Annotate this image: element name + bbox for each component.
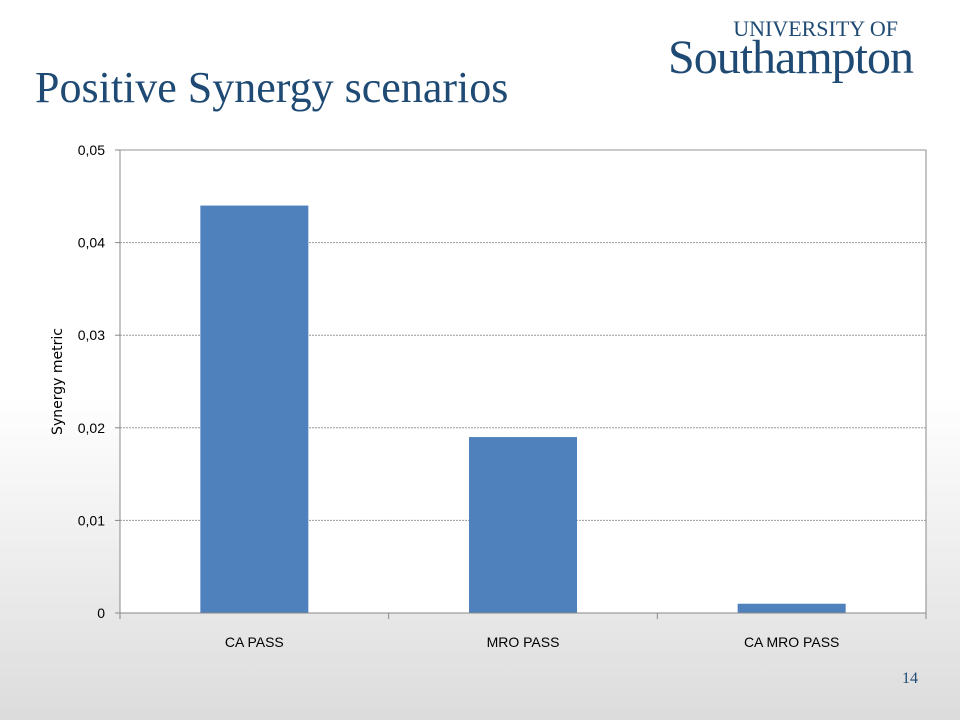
y-tick-label: 0,01 (78, 512, 105, 528)
x-tick-label: CA MRO PASS (744, 634, 839, 650)
bar (200, 205, 309, 613)
x-tick-label: MRO PASS (487, 634, 560, 650)
university-logo: UNIVERSITY OF Southampton (668, 16, 928, 86)
y-tick-label: 0,04 (78, 235, 105, 251)
slide-title: Positive Synergy scenarios (35, 63, 509, 112)
y-tick-label: 0,05 (78, 142, 105, 158)
y-tick-label: 0,02 (78, 420, 105, 436)
x-tick-label: CA PASS (225, 634, 284, 650)
page-number: 14 (902, 670, 918, 687)
logo-main-text: Southampton (668, 31, 914, 84)
y-tick-label: 0 (97, 605, 105, 621)
logo-top-text: UNIVERSITY OF (733, 16, 898, 41)
y-tick-label: 0,03 (78, 327, 105, 343)
bar (737, 603, 846, 613)
y-axis-label: Synergy metric (50, 328, 66, 435)
bar (469, 437, 577, 613)
